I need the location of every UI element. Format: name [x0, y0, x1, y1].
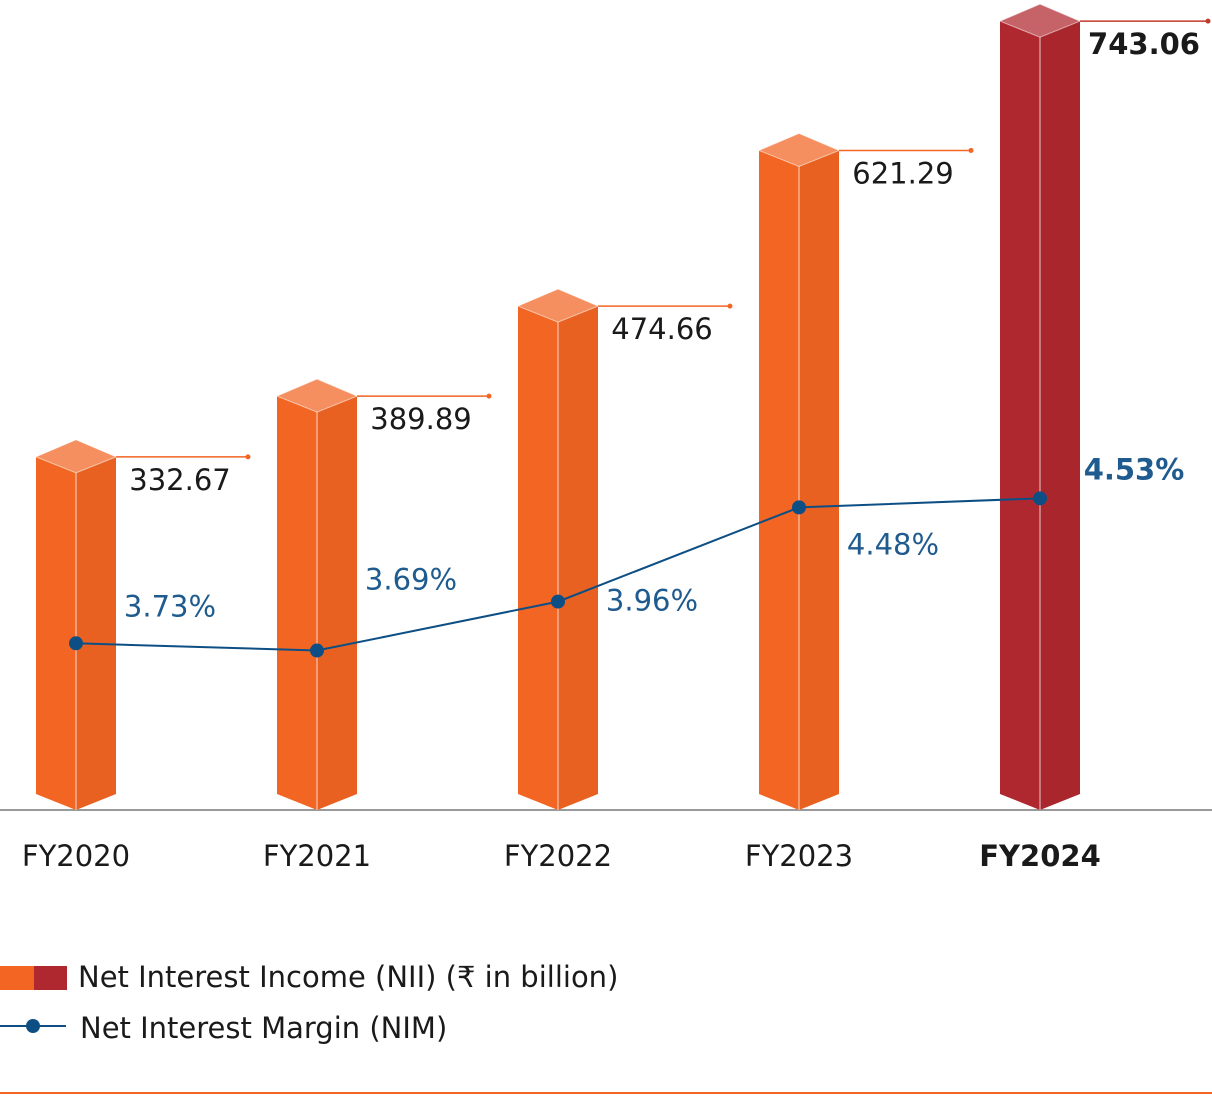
leader-dot: [968, 147, 974, 153]
bar-right-shade: [76, 456, 116, 810]
leader-dot: [486, 393, 492, 399]
x-tick-label: FY2020: [22, 839, 130, 873]
bar-right-shade: [317, 396, 357, 810]
value-label: 332.67: [129, 463, 230, 497]
bar-right-face: [558, 306, 598, 810]
x-tick-label: FY2022: [504, 839, 612, 873]
value-label: 4.53%: [1084, 452, 1185, 486]
bar-right-face: [317, 396, 357, 810]
legend-marker: [26, 1019, 40, 1033]
legend-label: Net Interest Margin (NIM): [80, 1011, 447, 1045]
bar-left-face: [277, 396, 317, 810]
bar-right-face: [76, 456, 116, 810]
bar: [275, 378, 359, 810]
value-label: 4.48%: [847, 527, 939, 561]
value-label: 3.73%: [124, 589, 216, 623]
legend-label: Net Interest Income (NII) (₹ in billion): [78, 960, 618, 994]
x-tick-label: FY2021: [263, 839, 371, 873]
bar-left-face: [36, 456, 76, 810]
bar-left-face: [759, 150, 799, 810]
leader-dot: [727, 303, 733, 309]
value-label: 3.69%: [365, 563, 457, 597]
bar: [516, 288, 600, 810]
value-label: 743.06: [1088, 27, 1200, 61]
x-tick-label: FY2024: [979, 839, 1101, 873]
leader-dot: [245, 454, 251, 460]
line-marker: [1033, 491, 1047, 506]
line-marker: [792, 500, 806, 515]
bar-right-shade: [1040, 21, 1080, 811]
bar: [34, 439, 118, 810]
value-label: 389.89: [370, 402, 471, 436]
legend-swatch: [34, 966, 67, 990]
bar-right-face: [799, 150, 839, 810]
line-marker: [551, 594, 565, 609]
leader-dot: [1205, 18, 1211, 24]
bar-left-face: [518, 306, 558, 810]
x-tick-label: FY2023: [745, 839, 853, 873]
line-marker: [69, 636, 83, 651]
bar-left-face: [1000, 21, 1040, 811]
value-label: 3.96%: [606, 584, 698, 618]
bar: [757, 132, 841, 810]
bar: [998, 3, 1082, 811]
value-label: 474.66: [611, 312, 712, 346]
bar-right-shade: [558, 306, 598, 810]
bar-right-face: [1040, 21, 1080, 811]
legend-swatch: [0, 966, 34, 990]
bar-right-shade: [799, 150, 839, 810]
line-marker: [310, 643, 324, 658]
value-label: 621.29: [852, 156, 953, 190]
